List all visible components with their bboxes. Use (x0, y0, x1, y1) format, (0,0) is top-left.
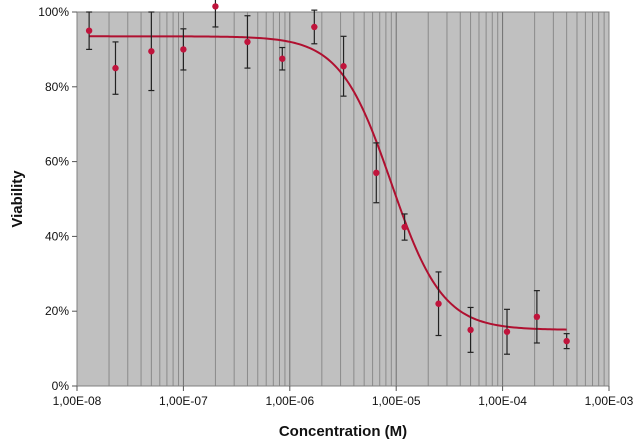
fit-curve (89, 35, 567, 331)
x-tick-label: 1,00E-06 (265, 394, 314, 408)
x-axis-ticks: 1,00E-08 1,00E-07 1,00E-06 1,00E-05 1,00E-04… (53, 386, 634, 408)
data-point (435, 300, 442, 307)
plot-frame (76, 11, 610, 387)
y-tick-label: 20% (45, 304, 69, 318)
data-point (340, 63, 347, 70)
x-tick-label: 1,00E-03 (585, 394, 634, 408)
data-point (180, 46, 187, 53)
y-axis-title: Viability (9, 170, 26, 228)
data-point (467, 326, 474, 334)
data-point (373, 169, 380, 177)
data-point (533, 313, 541, 321)
x-axis-title: Concentration (M) (279, 423, 407, 440)
x-tick-label: 1,00E-05 (372, 394, 421, 408)
data-point (311, 23, 318, 31)
data-point (148, 48, 155, 55)
data-points (85, 3, 570, 345)
data-point (279, 55, 286, 62)
y-tick-label: 40% (45, 229, 69, 243)
x-tick-label: 1,00E-07 (159, 394, 208, 408)
x-tick-label: 1,00E-04 (478, 394, 527, 408)
data-point (244, 38, 251, 46)
data-point (212, 3, 219, 10)
x-tick-label: 1,00E-08 (53, 394, 102, 408)
data-point (112, 64, 119, 72)
y-axis-ticks: 0% 20% 40% 60% 80% 100% (38, 5, 77, 393)
y-tick-label: 100% (38, 5, 69, 19)
data-point (85, 27, 93, 34)
y-tick-label: 80% (45, 80, 69, 94)
data-point (401, 223, 408, 231)
y-tick-label: 60% (45, 155, 69, 169)
data-point (563, 337, 570, 345)
y-tick-label: 0% (52, 379, 70, 393)
data-point (503, 328, 511, 335)
